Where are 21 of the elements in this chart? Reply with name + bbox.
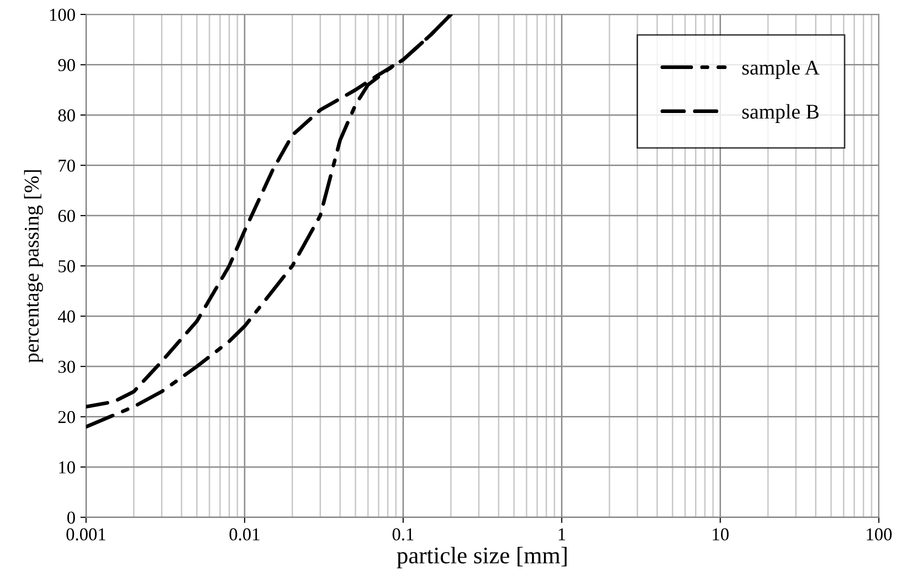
y-tick-label: 70: [58, 160, 75, 172]
y-tick-label: 30: [58, 360, 75, 373]
y-tick-label: 100: [50, 8, 75, 21]
x-tick-label: 0.1: [392, 528, 414, 541]
legend-label: sample A: [742, 60, 820, 79]
y-tick-label: 20: [58, 410, 75, 424]
y-tick-label: 40: [58, 310, 75, 323]
x-tick-label: 0.01: [230, 528, 260, 541]
x-tick-label: 100: [866, 528, 892, 540]
x-tick-label: 0.001: [66, 528, 106, 541]
x-tick-label: 1: [558, 528, 566, 540]
y-tick-label: 10: [59, 461, 75, 474]
y-tick-label: 0: [67, 512, 75, 524]
legend-label: sample B: [742, 104, 819, 123]
y-tick-label: 50: [58, 260, 75, 272]
y-tick-label: 90: [58, 58, 75, 72]
x-tick-label: 10: [712, 528, 729, 540]
y-axis-title: percentage passing [%]: [24, 170, 44, 363]
y-tick-label: 80: [58, 109, 75, 122]
x-axis-title: particle size [mm]: [396, 546, 567, 568]
y-tick-label: 60: [58, 210, 75, 222]
